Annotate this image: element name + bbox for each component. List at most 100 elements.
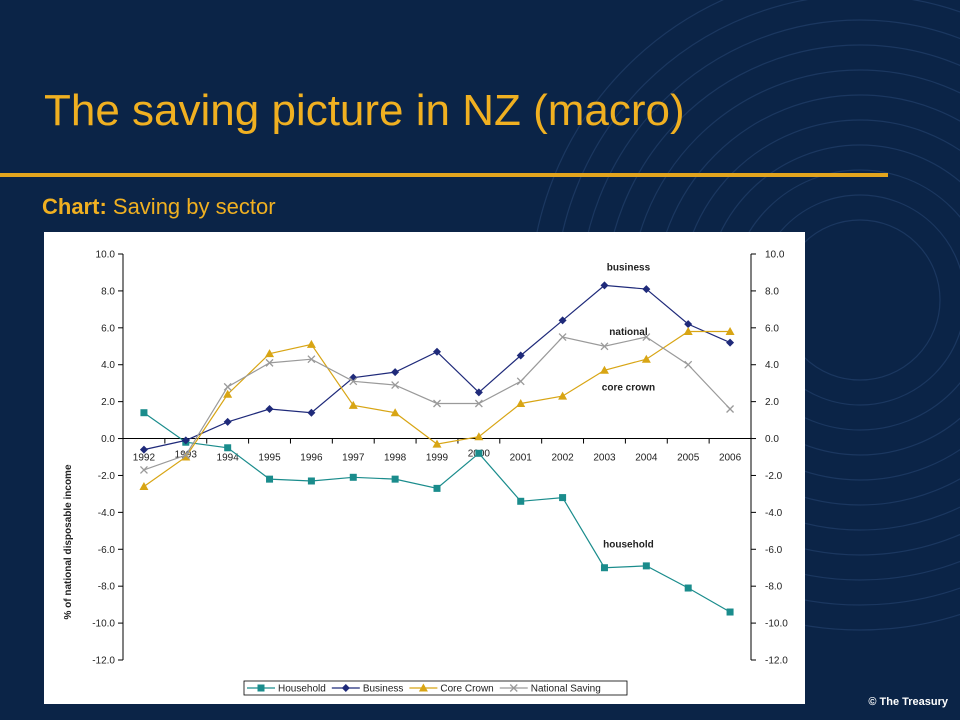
data-point-square [257,684,265,692]
x-tick-label: 2002 [551,453,574,464]
y-tick-label-left: 2.0 [101,397,115,408]
data-point-x [349,377,358,386]
data-point-triangle [432,439,442,448]
y-tick-label-right: -6.0 [765,545,783,556]
data-point-diamond [684,320,693,329]
data-point-triangle [558,391,568,400]
subtitle-prefix: Chart: [42,194,107,219]
x-tick-label: 2005 [677,453,700,464]
data-point-triangle [181,452,191,461]
copyright-text: © The Treasury [868,696,948,708]
data-point-triangle [418,683,428,692]
title-divider [0,173,888,177]
y-tick-label-left: -12.0 [92,656,115,667]
data-point-square [266,475,274,483]
data-point-triangle [223,389,233,398]
y-tick-label-right: 4.0 [765,360,779,371]
data-point-square [517,497,525,505]
slide-subtitle: Chart: Saving by sector [42,194,276,220]
data-point-x [139,465,148,474]
y-tick-label-right: -2.0 [765,471,783,482]
data-point-square [433,484,441,492]
data-point-triangle [599,365,609,374]
x-tick-label: 1994 [217,453,240,464]
legend-label: National Saving [531,684,601,695]
series-annotation: national [609,327,648,338]
x-tick-label: 1992 [133,453,156,464]
y-tick-label-left: 6.0 [101,323,115,334]
data-point-triangle [683,327,693,336]
data-point-diamond [433,347,441,356]
subtitle-text: Saving by sector [106,194,276,219]
data-point-triangle [348,400,358,409]
data-point-diamond [223,417,232,426]
data-point-diamond [642,285,651,294]
slide-title: The saving picture in NZ (macro) [44,86,685,135]
y-tick-label-left: -2.0 [98,471,116,482]
data-point-triangle [516,398,526,407]
data-point-x [558,333,567,342]
y-tick-label-left: -6.0 [98,545,116,556]
y-tick-label-right: -12.0 [765,656,788,667]
y-tick-label-left: 0.0 [101,434,115,445]
series-annotation: business [607,263,651,274]
data-point-triangle [139,482,149,491]
data-point-diamond [558,316,567,325]
data-point-square [600,564,608,572]
data-point-x [391,381,400,389]
data-point-triangle [265,349,275,358]
data-point-diamond [600,281,609,290]
series-line-business [143,284,731,451]
y-axis-label: % of national disposable income [63,464,74,619]
y-tick-label-left: 8.0 [101,286,115,297]
legend-label: Core Crown [440,684,493,695]
data-point-diamond [307,408,316,417]
x-tick-label: 2006 [719,453,742,464]
data-point-x [642,333,651,342]
y-tick-label-right: -4.0 [765,508,783,519]
data-point-x [307,355,316,364]
saving-by-sector-chart: 10.0 10.0 8.0 8.0 6.0 6.0 4.0 4.0 2.0 2.0 0.0 0.0 -2… [63,250,788,696]
legend-label: Business [363,684,404,695]
data-point-diamond [726,338,735,347]
x-tick-label: 2001 [510,453,533,464]
data-point-x [223,382,232,391]
data-point-triangle [390,408,400,417]
series-annotation: household [603,539,654,550]
data-point-square [726,608,734,616]
data-point-square [140,409,148,417]
x-tick-label: 1997 [342,453,365,464]
x-tick-label: 1995 [258,453,281,464]
data-point-x [433,399,441,408]
y-tick-label-left: 4.0 [101,360,115,371]
series-annotation: core crown [602,383,655,394]
y-tick-label-left: -10.0 [92,619,115,630]
data-point-square [642,562,650,570]
data-point-square [559,494,567,502]
y-tick-label-right: -8.0 [765,582,783,593]
x-tick-label: 1999 [426,453,449,464]
y-tick-label-left: -8.0 [98,582,116,593]
data-point-x [265,358,274,367]
y-tick-label-right: 8.0 [765,286,779,297]
data-point-triangle [306,339,316,348]
x-tick-label: 1998 [384,453,407,464]
data-point-square [391,475,399,483]
data-point-square [307,477,315,485]
data-point-triangle [641,354,651,363]
data-point-square [349,473,357,481]
y-tick-label-right: 0.0 [765,434,779,445]
y-tick-label-left: 10.0 [96,250,116,261]
data-point-triangle [474,432,484,441]
x-tick-label: 1996 [300,453,323,464]
y-tick-label-right: 2.0 [765,397,779,408]
data-point-x [684,360,693,369]
data-point-diamond [341,684,350,692]
data-point-square [684,584,692,592]
x-tick-label: 2004 [635,453,658,464]
data-point-triangle [725,327,735,336]
legend-label: Household [278,684,326,695]
data-point-diamond [391,368,400,377]
chart-panel: 10.0 10.0 8.0 8.0 6.0 6.0 4.0 4.0 2.0 2.0 0.0 0.0 -2… [44,232,805,704]
data-point-x [474,399,483,408]
